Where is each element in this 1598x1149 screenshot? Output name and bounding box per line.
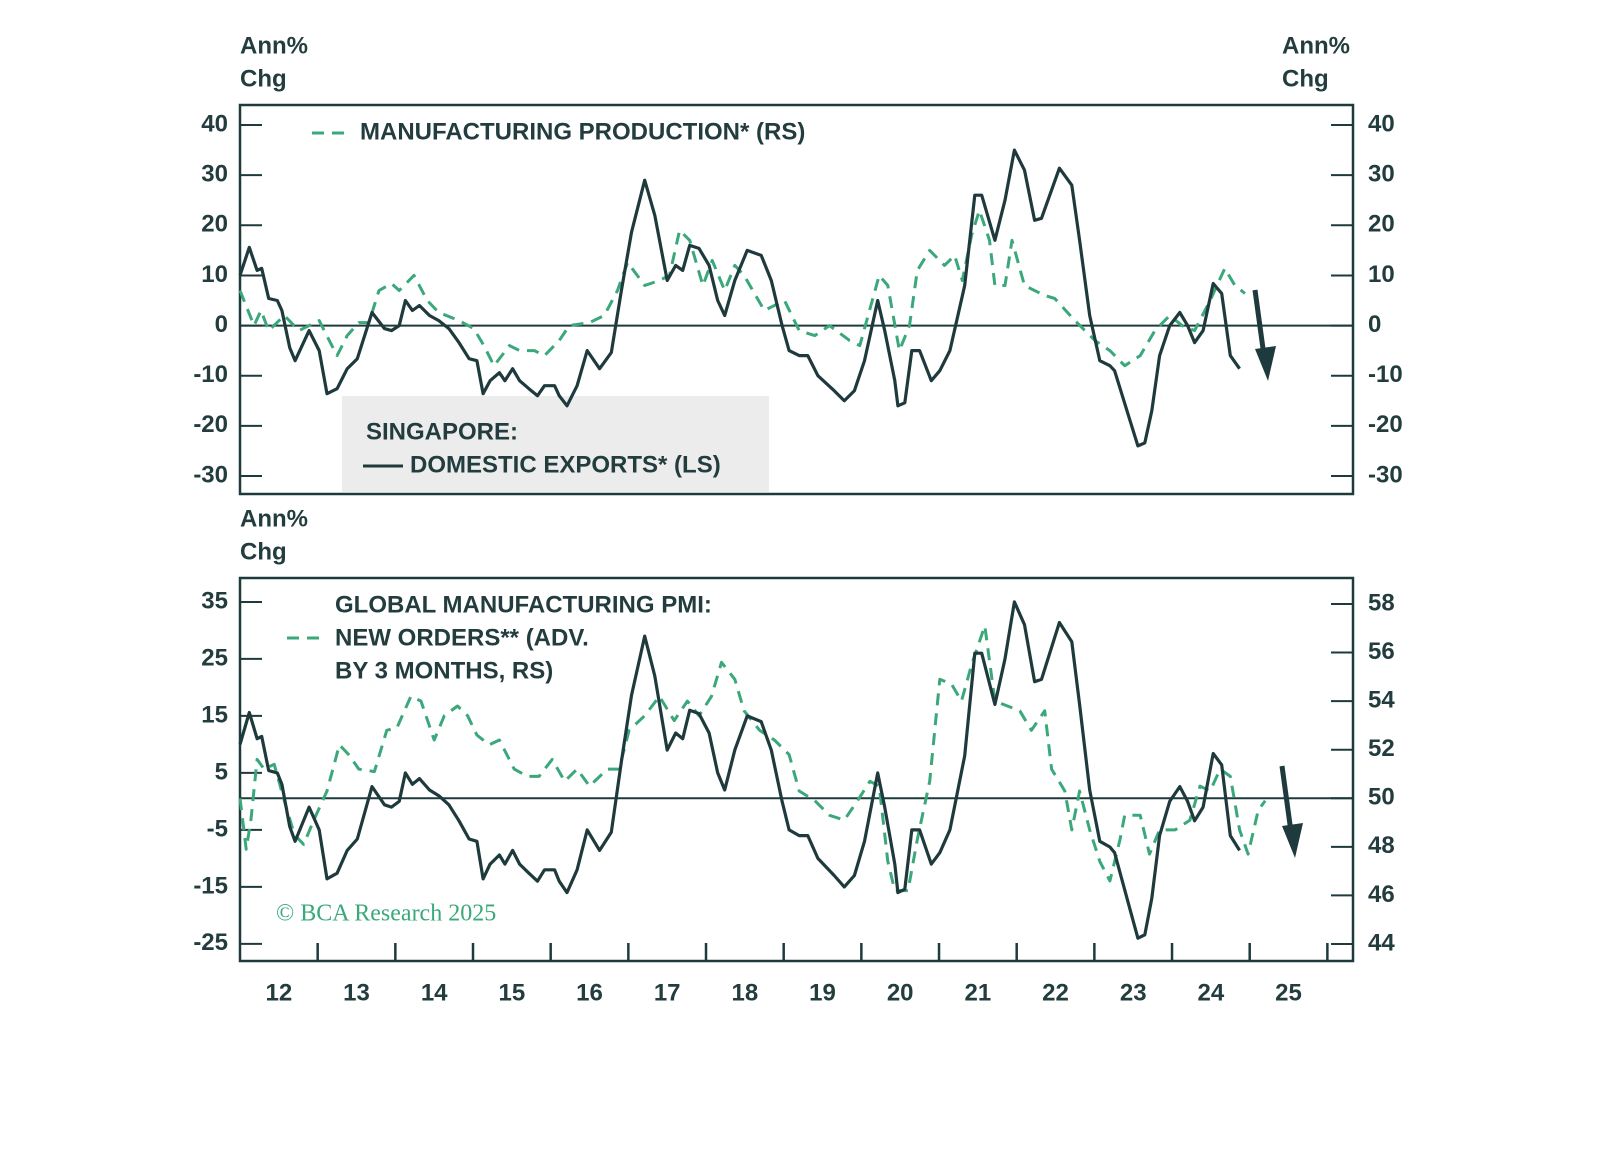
legend-label: GLOBAL MANUFACTURING PMI: — [335, 591, 712, 618]
x-tick-label: 15 — [498, 979, 525, 1006]
y-tick-label: 30 — [201, 161, 228, 188]
y2-axis-title: Chg — [1282, 65, 1329, 92]
y-tick-label: -20 — [193, 411, 228, 438]
legend-label: DOMESTIC EXPORTS* (LS) — [410, 451, 721, 478]
y2-tick-label: 40 — [1368, 110, 1395, 137]
y-tick-label: 40 — [201, 110, 228, 137]
x-tick-label: 18 — [731, 979, 758, 1006]
x-tick-label: 23 — [1120, 979, 1147, 1006]
legend-title: SINGAPORE: — [366, 418, 518, 445]
y2-tick-label: 10 — [1368, 261, 1395, 288]
legend-box — [342, 396, 769, 492]
arrow-head — [1255, 346, 1276, 381]
y-tick-label: 5 — [215, 758, 228, 785]
arrow — [1279, 765, 1303, 858]
series-line — [238, 624, 1267, 893]
arrow-head — [1282, 823, 1303, 858]
x-tick-label: 13 — [343, 979, 370, 1006]
arrow-shaft — [1252, 289, 1267, 357]
y-axis-title: Chg — [240, 538, 287, 565]
x-tick-label: 25 — [1275, 979, 1302, 1006]
y-tick-label: 10 — [201, 261, 228, 288]
y-tick-label: 15 — [201, 701, 228, 728]
arrow — [1252, 289, 1276, 381]
y2-tick-label: -20 — [1368, 411, 1403, 438]
legend-label: NEW ORDERS** (ADV. — [335, 624, 589, 651]
y-axis-title: Chg — [240, 65, 287, 92]
y2-axis-title: Ann% — [1282, 32, 1350, 59]
y2-tick-label: -30 — [1368, 461, 1403, 488]
x-tick-label: 19 — [809, 979, 836, 1006]
copyright-note: © BCA Research 2025 — [276, 901, 496, 927]
arrow-shaft — [1279, 765, 1294, 833]
legend-label: MANUFACTURING PRODUCTION* (RS) — [360, 118, 805, 145]
y2-tick-label: 46 — [1368, 881, 1395, 908]
x-tick-label: 16 — [576, 979, 603, 1006]
y-tick-label: 25 — [201, 644, 228, 671]
y-tick-label: 20 — [201, 211, 228, 238]
legend-label: BY 3 MONTHS, RS) — [335, 657, 553, 684]
y-tick-label: -15 — [193, 872, 228, 899]
x-tick-label: 14 — [421, 979, 448, 1006]
y2-tick-label: 44 — [1368, 929, 1395, 956]
y2-tick-label: 54 — [1368, 686, 1395, 713]
x-tick-label: 12 — [265, 979, 292, 1006]
y-tick-label: -10 — [193, 361, 228, 388]
y2-tick-label: 30 — [1368, 161, 1395, 188]
y-axis-title: Ann% — [240, 32, 308, 59]
series-line — [238, 148, 1241, 448]
y-tick-label: 35 — [201, 587, 228, 614]
y2-tick-label: 20 — [1368, 211, 1395, 238]
x-tick-label: 21 — [965, 979, 992, 1006]
y2-tick-label: 48 — [1368, 832, 1395, 859]
plot-frame — [238, 576, 1355, 963]
y2-tick-label: 56 — [1368, 638, 1395, 665]
y2-tick-label: -10 — [1368, 361, 1403, 388]
y-tick-label: -5 — [207, 815, 228, 842]
series-line — [238, 208, 1246, 368]
y-axis-title: Ann% — [240, 505, 308, 532]
y2-tick-label: 52 — [1368, 735, 1395, 762]
x-tick-label: 17 — [654, 979, 681, 1006]
plot-layer: SINGAPORE: Ann% Chg Ann% Chg -30 -20 -10 0 10 20 30… — [193, 32, 1402, 1006]
plot-frame — [238, 103, 1355, 496]
y2-tick-label: 0 — [1368, 311, 1381, 338]
x-tick-label: 24 — [1198, 979, 1225, 1006]
y2-tick-label: 50 — [1368, 784, 1395, 811]
series-line — [238, 600, 1241, 940]
y-tick-label: -25 — [193, 929, 228, 956]
x-tick-label: 20 — [887, 979, 914, 1006]
y-tick-label: -30 — [193, 461, 228, 488]
x-tick-label: 22 — [1042, 979, 1069, 1006]
y2-tick-label: 58 — [1368, 589, 1395, 616]
y-tick-label: 0 — [215, 311, 228, 338]
